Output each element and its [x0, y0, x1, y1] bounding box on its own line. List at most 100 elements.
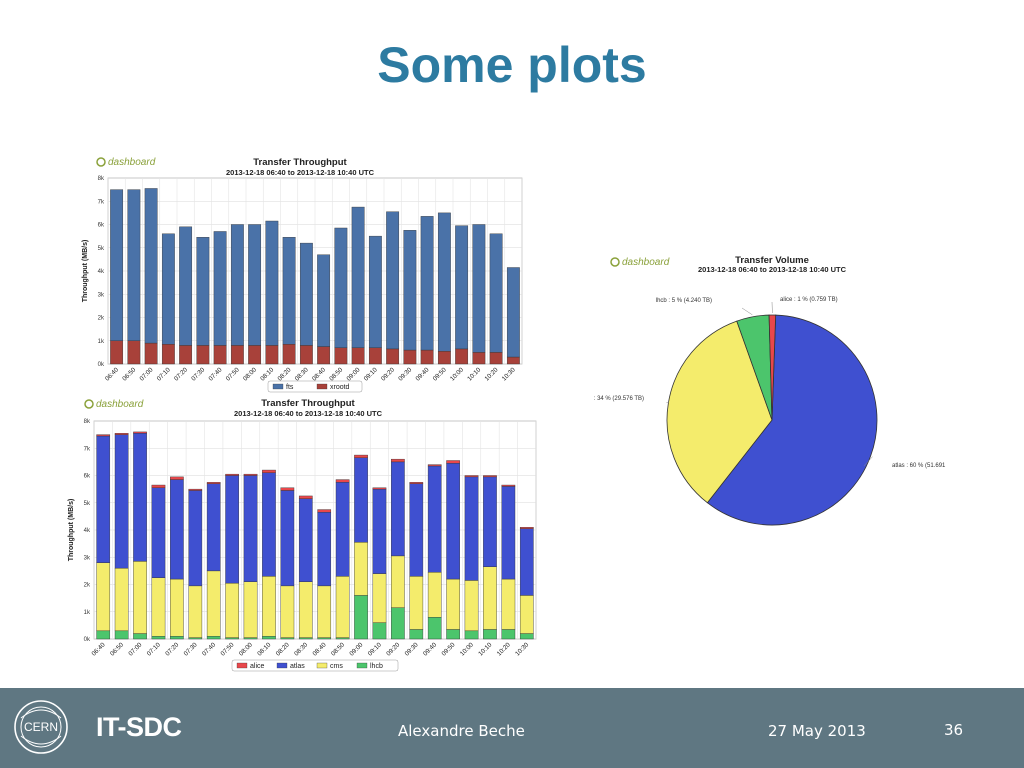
legend-label-fts: fts — [286, 384, 294, 391]
bar-lhcb-1000 — [464, 630, 479, 640]
presentation-date: 27 May 2013 — [768, 722, 866, 740]
bar-alice-0640 — [96, 434, 111, 437]
bar-fts-0920 — [386, 211, 400, 350]
bar-alice-0900 — [354, 454, 368, 458]
bar-lhcb-0720 — [170, 636, 184, 640]
bar-cms-0830 — [298, 581, 313, 638]
bar-xrootd-0750 — [230, 345, 244, 365]
bar-cms-0640 — [96, 562, 111, 632]
bar-lhcb-0700 — [133, 633, 147, 640]
bar-cms-0920 — [391, 555, 405, 608]
bar-cms-1030 — [519, 595, 534, 634]
legend-swatch-xrootd — [316, 383, 328, 390]
bar-alice-0840 — [317, 509, 332, 513]
pie-leader-atlas — [863, 456, 873, 467]
bar-fts-0950 — [437, 212, 451, 352]
bar-xrootd-0710 — [161, 344, 175, 365]
bar-alice-1020 — [501, 484, 516, 487]
bar-atlas-0700 — [133, 433, 147, 562]
bar-atlas-0920 — [391, 461, 405, 557]
bar-xrootd-0720 — [179, 345, 193, 365]
bar-atlas-1030 — [519, 528, 534, 596]
bar-xrootd-0820 — [282, 344, 296, 365]
x-tick-label: 08:20 — [276, 366, 292, 382]
bar-fts-0810 — [265, 220, 279, 346]
y-tick-label: 5k — [98, 246, 105, 252]
chart-subtitle: 2013-12-18 06:40 to 2013-12-18 10:40 UTC — [698, 265, 847, 274]
y-tick-label: 2k — [98, 316, 105, 322]
bar-atlas-0720 — [170, 479, 184, 580]
bar-cms-1010 — [483, 566, 497, 630]
pie-label-cms: : 34 % (29.576 TB) — [594, 396, 644, 402]
logo-mark — [610, 257, 620, 267]
bar-atlas-0830 — [298, 498, 313, 582]
x-tick-label: 10:00 — [459, 641, 475, 657]
logo-text: dashboard — [96, 399, 144, 410]
x-tick-label: 08:50 — [328, 366, 344, 382]
y-tick-label: 2k — [84, 583, 91, 589]
bar-cms-0730 — [188, 585, 203, 638]
bar-xrootd-0950 — [437, 351, 451, 365]
bar-xrootd-0730 — [196, 345, 210, 365]
x-tick-label: 09:50 — [440, 641, 456, 657]
x-tick-label: 06:50 — [109, 641, 125, 657]
bar-atlas-0900 — [354, 457, 368, 543]
bar-fts-0740 — [213, 231, 227, 346]
bar-cms-1020 — [501, 578, 516, 630]
bar-cms-0650 — [114, 567, 129, 632]
bar-xrootd-1010 — [472, 352, 486, 365]
y-tick-label: 0k — [98, 362, 105, 368]
bar-xrootd-0700 — [144, 342, 158, 365]
bar-atlas-0740 — [206, 483, 221, 572]
bar-xrootd-0800 — [248, 345, 262, 365]
bar-xrootd-0940 — [420, 349, 434, 365]
pie-leader-lhcb — [741, 307, 753, 316]
logo-mark — [96, 157, 106, 167]
bar-xrootd-0650 — [127, 340, 141, 365]
x-tick-label: 07:30 — [183, 641, 199, 657]
x-tick-label: 09:20 — [380, 366, 396, 382]
legend-swatch-cms — [316, 662, 328, 669]
bar-xrootd-0850 — [334, 347, 348, 365]
bar-atlas-0730 — [188, 490, 203, 587]
bar-xrootd-0640 — [110, 340, 124, 365]
x-tick-label: 10:30 — [514, 641, 530, 657]
bar-atlas-0910 — [372, 488, 387, 574]
bar-lhcb-1010 — [483, 629, 497, 640]
org-name: IT-SDC — [96, 712, 182, 742]
bar-alice-0730 — [188, 488, 203, 491]
bar-fts-1030 — [506, 267, 520, 358]
x-tick-label: 10:20 — [483, 366, 499, 382]
bar-cms-0740 — [206, 570, 221, 637]
y-tick-label: 6k — [84, 474, 91, 480]
svg-text:CERN: CERN — [24, 720, 58, 734]
bar-alice-0810 — [262, 469, 276, 473]
bar-xrootd-0920 — [386, 348, 400, 365]
x-tick-label: 09:10 — [367, 641, 383, 657]
page-number: 36 — [944, 721, 964, 739]
bar-lhcb-1030 — [519, 633, 534, 640]
bar-lhcb-0710 — [151, 636, 166, 640]
bar-fts-0800 — [248, 224, 262, 346]
x-tick-label: 09:20 — [385, 641, 401, 657]
bar-alice-0910 — [372, 487, 387, 490]
x-tick-label: 08:40 — [312, 641, 328, 657]
pie-leader-cms — [666, 401, 670, 404]
bar-lhcb-0810 — [262, 636, 276, 640]
bar-fts-0850 — [334, 227, 348, 348]
bar-fts-0720 — [179, 226, 193, 346]
bar-lhcb-0750 — [225, 637, 239, 640]
bar-fts-0830 — [299, 242, 313, 346]
bar-fts-0730 — [196, 237, 210, 346]
x-tick-label: 08:00 — [238, 641, 254, 657]
bar-lhcb-0930 — [409, 629, 424, 640]
pie-label-atlas: atlas : 60 % (51.691 — [892, 463, 946, 469]
bar-alice-0820 — [280, 487, 295, 491]
x-tick-label: 10:30 — [501, 366, 517, 382]
y-tick-label: 5k — [84, 501, 91, 507]
bar-alice-0710 — [151, 484, 166, 488]
bar-cms-0910 — [372, 573, 387, 623]
y-tick-label: 8k — [98, 176, 105, 182]
